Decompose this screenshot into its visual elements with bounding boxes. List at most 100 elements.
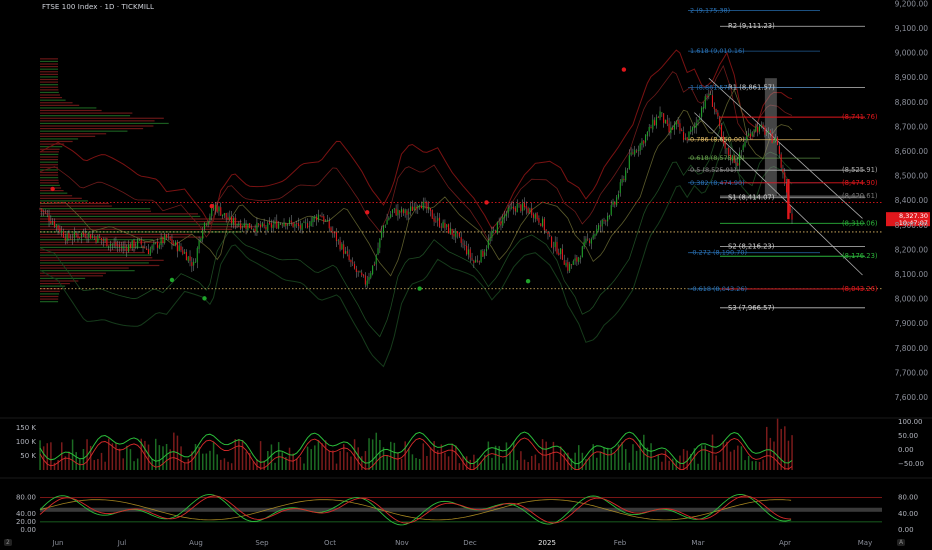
- candle-body: [102, 239, 104, 242]
- candle-body: [529, 208, 531, 213]
- candle-body: [476, 260, 479, 262]
- candle-body: [252, 228, 254, 230]
- pivot-label: S2 (8,216.23): [728, 242, 775, 250]
- volume-bar: [82, 449, 85, 470]
- volume-profile-bar: [40, 301, 59, 303]
- candle-body: [625, 170, 627, 181]
- volume-profile-bar: [40, 267, 129, 269]
- volume-bar: [451, 443, 453, 470]
- volume-bar: [791, 435, 793, 470]
- candle-body: [552, 247, 554, 249]
- volume-bar: [234, 439, 237, 470]
- volume-bar: [223, 458, 226, 470]
- candle-body: [50, 221, 52, 224]
- volume-bar: [220, 459, 222, 470]
- candle-body: [185, 252, 187, 261]
- volume-bar: [205, 453, 208, 470]
- candle-body: [391, 209, 394, 214]
- time-axis-label: Dec: [463, 539, 477, 547]
- volume-bar: [46, 443, 49, 470]
- stochastic-axis-tick-right: 0.00: [898, 526, 914, 534]
- volume-bar: [89, 445, 92, 470]
- candle-body: [279, 223, 281, 225]
- volume-profile-bar: [40, 120, 155, 122]
- candle-body: [229, 216, 231, 219]
- candle-body: [697, 120, 699, 122]
- candle-body: [167, 236, 169, 238]
- price-axis-tick: 9,200.00: [895, 0, 929, 8]
- candle-body: [419, 205, 421, 207]
- candle-body: [504, 215, 506, 218]
- volume-bar: [588, 458, 591, 470]
- volume-bar: [610, 449, 613, 470]
- candle-body: [93, 236, 95, 238]
- price-axis-tick: 8,800.00: [895, 98, 929, 107]
- candle-body: [117, 245, 119, 247]
- volume-bar: [209, 450, 211, 470]
- candle-body: [350, 259, 352, 263]
- candle-body: [283, 222, 285, 227]
- candle-body: [574, 258, 576, 261]
- candle-body: [719, 117, 721, 127]
- candle-body: [86, 237, 88, 239]
- volume-profile-bar: [40, 143, 65, 145]
- candle-body: [334, 232, 336, 234]
- candle-body: [46, 213, 48, 215]
- candle-body: [514, 208, 516, 212]
- volume-profile-bar: [40, 125, 154, 127]
- stochastic-axis-tick-right: 40.00: [898, 510, 918, 518]
- candle-body: [131, 240, 133, 249]
- candle-body: [140, 239, 142, 245]
- volume-bar: [465, 456, 468, 470]
- volume-bar: [187, 458, 190, 470]
- candle-body: [330, 227, 332, 232]
- volume-bar: [97, 458, 99, 470]
- volume-profile-bar: [40, 205, 112, 207]
- candle-body: [52, 222, 54, 224]
- candle-body: [720, 124, 723, 137]
- candle-body: [561, 249, 563, 260]
- candle-body: [739, 152, 741, 166]
- volume-osc-tick: 100.00: [898, 418, 923, 426]
- volume-bar: [483, 454, 486, 470]
- candle-body: [742, 145, 744, 151]
- candle-body: [695, 122, 697, 128]
- volume-oscillator-line: [39, 431, 793, 465]
- volume-profile-bar: [40, 86, 59, 88]
- candle-body: [475, 259, 477, 263]
- sr-level-label: (8,741.76): [842, 113, 878, 121]
- candle-body: [728, 147, 730, 156]
- signal-dot: [202, 296, 207, 301]
- candle-body: [451, 228, 453, 235]
- price-axis-tick: 9,100.00: [895, 24, 929, 33]
- candle-body: [306, 223, 309, 228]
- candle-body: [263, 223, 265, 227]
- candle-body: [393, 208, 395, 210]
- candle-body: [605, 220, 607, 222]
- candle-body: [688, 131, 690, 140]
- volume-bar: [487, 441, 490, 470]
- candle-body: [124, 246, 126, 247]
- candle-body: [108, 245, 110, 247]
- volume-profile-bar: [40, 78, 59, 81]
- candle-body: [489, 237, 491, 241]
- volume-profile-bar: [40, 228, 233, 230]
- stochastic-slow-line: [39, 499, 792, 521]
- candle-body: [572, 261, 574, 265]
- candle-body: [335, 232, 338, 242]
- volume-profile-bar: [40, 68, 59, 70]
- candle-body: [596, 228, 598, 235]
- pivot-label: S1 (8,414.07): [728, 194, 775, 202]
- candle-body: [424, 202, 426, 203]
- auto-scale-button[interactable]: A: [897, 539, 906, 546]
- candle-body: [397, 209, 399, 216]
- candle-body: [317, 214, 319, 221]
- candle-body: [464, 245, 466, 246]
- candle-body: [75, 233, 77, 236]
- timezone-badge[interactable]: 2: [4, 539, 12, 546]
- volume-profile-bar: [40, 58, 58, 60]
- candle-body: [560, 248, 562, 255]
- candle-body: [312, 217, 314, 222]
- pivot-label: R1 (8,861.57): [728, 84, 775, 92]
